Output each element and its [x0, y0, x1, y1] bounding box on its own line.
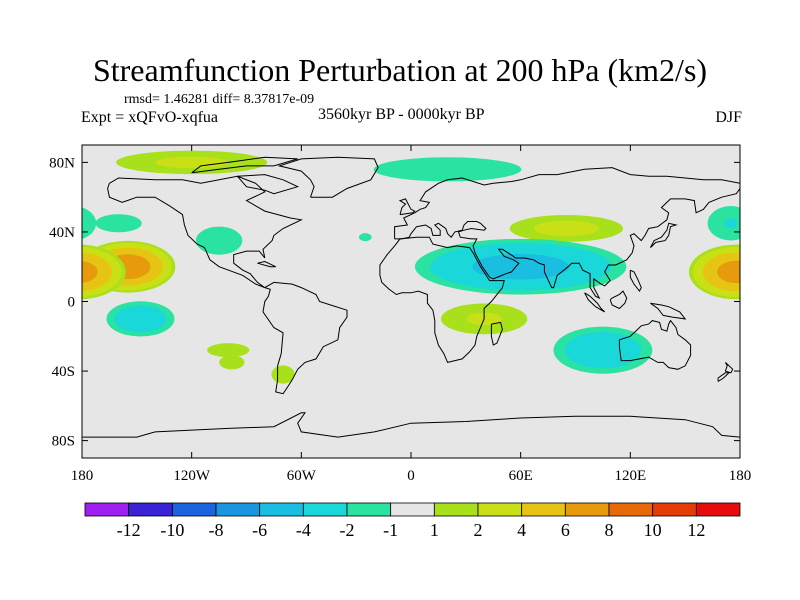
coastline-1 [262, 281, 348, 395]
colorbar-label: 12 [687, 520, 705, 540]
anomaly-6 [219, 355, 245, 370]
anomaly-14 [82, 206, 740, 241]
colorbar-box [521, 502, 566, 517]
colorbar-box [564, 502, 610, 517]
y-tick-label: 0 [68, 295, 76, 311]
experiment-label: Expt = xQFvO-xqfua [81, 109, 219, 126]
coastline-5 [398, 198, 416, 216]
coastline-18 [629, 269, 642, 293]
x-tick-label: 120W [173, 468, 211, 484]
anomaly-3 [116, 150, 268, 175]
coastline-13 [717, 372, 731, 382]
colorbar-label: 4 [517, 520, 526, 540]
y-tick-label: 80S [52, 434, 75, 450]
coastline-11 [490, 321, 503, 346]
coastline-16 [191, 156, 298, 174]
plot-background [82, 145, 740, 458]
stats-label: rmsd= 1.46281 diff= 8.37817e-09 [124, 92, 315, 107]
coastline-12 [724, 362, 734, 374]
colorbar-box [215, 502, 261, 517]
coastline-2 [277, 156, 379, 198]
colorbar-label: -2 [340, 520, 355, 540]
anomaly-1 [95, 214, 142, 233]
colorbar-box [302, 502, 348, 517]
coastline-4 [394, 167, 740, 300]
x-tick-label: 180 [729, 468, 752, 484]
anomaly-9 [373, 157, 522, 182]
coastline-17 [257, 260, 276, 268]
anomaly-5 [207, 343, 250, 358]
y-tick-label: 80N [49, 155, 75, 171]
season-label: DJF [715, 109, 742, 126]
x-tick-label: 0 [407, 468, 415, 484]
colorbar-label: 6 [561, 520, 570, 540]
colorbar-label: -4 [296, 520, 311, 540]
colorbar-box [433, 502, 479, 517]
coastline-6 [618, 319, 692, 370]
anomaly-2 [106, 301, 175, 337]
colorbar-box [171, 502, 217, 517]
coastline-15 [237, 174, 300, 195]
y-tick-label: 40S [52, 364, 75, 380]
anomaly-10 [509, 214, 623, 242]
x-tick-label: 60E [509, 468, 533, 484]
anomaly-11 [414, 238, 627, 295]
x-tick-label: 180 [71, 468, 94, 484]
anomaly-8 [358, 233, 372, 242]
y-tick-label: 40N [49, 225, 75, 241]
colorbar-label: -8 [209, 520, 224, 540]
coastline-10 [650, 302, 687, 320]
colorbar-box [390, 502, 435, 517]
colorbar-box [128, 502, 173, 517]
colorbar-label: -1 [383, 520, 398, 540]
x-tick-label: 120E [614, 468, 646, 484]
anomaly-4 [195, 226, 243, 255]
x-tick-label: 60W [287, 468, 317, 484]
colorbar-label: 10 [644, 520, 662, 540]
coastline-14 [82, 412, 740, 438]
colorbar-box [695, 502, 741, 517]
colorbar-label: -12 [117, 520, 141, 540]
colorbar-label: -6 [252, 520, 267, 540]
colorbar-box [84, 502, 130, 517]
coastline-0 [107, 175, 303, 289]
colorbar-label: -10 [160, 520, 184, 540]
period-label: 3560kyr BP - 0000kyr BP [318, 106, 485, 123]
colorbar-label: 2 [474, 520, 483, 540]
chart-title: Streamfunction Perturbation at 200 hPa (… [92, 52, 708, 88]
coastline-9 [609, 290, 628, 310]
colorbar-label: 1 [430, 520, 439, 540]
colorbar-box [259, 502, 304, 517]
colorbar-box [608, 502, 654, 517]
colorbar-label: 8 [605, 520, 614, 540]
colorbar-box [346, 502, 392, 517]
coastline-8 [584, 292, 606, 313]
anomaly-13 [553, 326, 653, 374]
coastline-3 [379, 236, 505, 363]
coastline-7 [649, 222, 678, 248]
anomaly-15 [82, 244, 740, 300]
colorbar-box [652, 502, 697, 517]
colorbar-box [477, 502, 523, 517]
